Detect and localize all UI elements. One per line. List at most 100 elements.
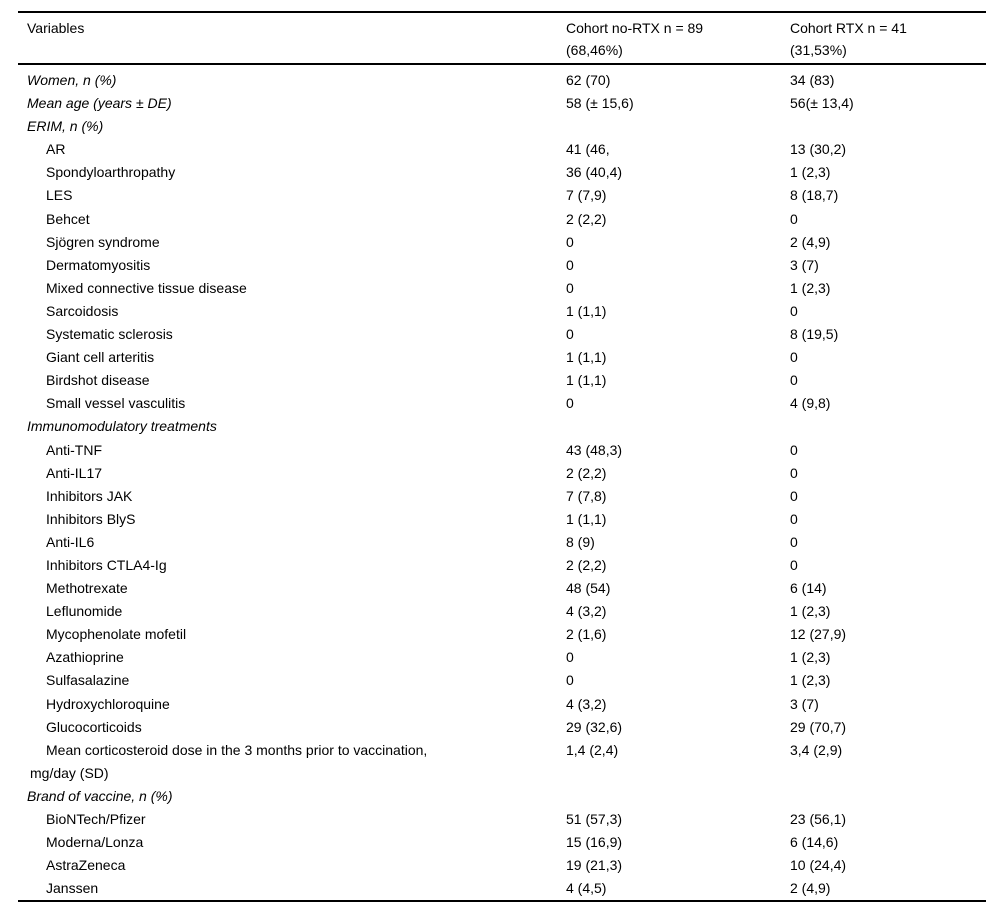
row-value-cohort-rtx: 34 (83) [790,72,835,88]
row-value-cohort-rtx: 1 (2,3) [790,164,831,181]
row-value-cohort-rtx: 3,4 (2,9) [790,741,843,758]
table-row: Giant cell arteritis 1 (1,1) 0 [18,346,986,369]
table-row: LES 7 (7,9) 8 (18,7) [18,184,986,207]
row-label: Mean age (years ± DE) [27,95,172,112]
table-row: Methotrexate 48 (54) 6 (14) [18,577,986,600]
row-value-cohort-no-rtx: 1,4 (2,4) [566,741,619,758]
row-label: LES [46,187,73,204]
table-row: Moderna/Lonza 15 (16,9) 6 (14,6) [18,831,986,854]
table-row: Anti-IL17 2 (2,2) 0 [18,462,986,485]
table-row: Spondyloarthropathy 36 (40,4) 1 (2,3) [18,161,986,184]
table-row: Glucocorticoids 29 (32,6) 29 (70,7) [18,716,986,739]
row-value-cohort-no-rtx: 58 (± 15,6) [566,95,634,112]
row-value-cohort-no-rtx: 2 (2,2) [566,210,607,227]
row-label: Mean corticosteroid dose in the 3 months… [18,739,566,785]
table-body: Women, n (%) 62 (70) 34 (83) Mean age (year… [18,65,986,903]
table-row: Leflunomide 4 (3,2) 1 (2,3) [18,600,986,623]
row-value-cohort-no-rtx: 2 (2,2) [566,464,607,481]
row-label: ERIM, n (%) [27,118,104,135]
row-value-cohort-rtx: 0 [790,210,798,227]
row-label: Anti-IL17 [46,464,103,481]
row-value-cohort-no-rtx: 0 [566,326,574,343]
row-value-cohort-no-rtx: 43 (48,3) [566,441,623,458]
row-label: Systematic sclerosis [46,326,173,343]
table-row: Janssen 4 (4,5) 2 (4,9) [18,877,986,900]
row-label: Inhibitors BlyS [46,510,136,527]
row-label: Inhibitors CTLA4-Ig [46,556,167,573]
header-cohort-no-rtx-line1: Cohort no-RTX n = 89 [566,20,704,36]
table-row: Mean age (years ± DE) 58 (± 15,6) 56(± 13,… [18,92,986,115]
row-value-cohort-rtx: 0 [790,302,798,319]
row-value-cohort-rtx: 2 (4,9) [790,233,831,250]
table-row: Behcet 2 (2,2) 0 [18,208,986,231]
row-value-cohort-no-rtx: 0 [566,256,574,273]
row-value-cohort-rtx: 0 [790,464,798,481]
row-value-cohort-no-rtx: 2 (2,2) [566,556,607,573]
cohort-characteristics-table: Variables Cohort no-RTX n = 89 (68,46%) … [18,11,986,903]
row-label-line1: Mean corticosteroid dose in the 3 months… [46,741,428,758]
table-row: Hydroxychloroquine 4 (3,2) 3 (7) [18,693,986,716]
row-value-cohort-rtx: 13 (30,2) [790,141,847,158]
table-row: Sjögren syndrome 0 2 (4,9) [18,231,986,254]
table-row: Immunomodulatory treatments [18,415,986,438]
row-label: Brand of vaccine, n (%) [27,787,173,804]
row-value-cohort-no-rtx: 8 (9) [566,533,595,550]
row-label: Dermatomyositis [46,256,151,273]
row-label: AstraZeneca [46,857,126,874]
row-label: Immunomodulatory treatments [27,418,217,435]
row-value-cohort-no-rtx: 41 (46, [566,141,610,158]
row-value-cohort-no-rtx: 1 (1,1) [566,302,607,319]
row-value-cohort-rtx: 0 [790,487,798,504]
table-row: Mean corticosteroid dose in the 3 months… [18,739,986,785]
row-label: Mixed connective tissue disease [46,279,247,296]
table-row: Women, n (%) 62 (70) 34 (83) [18,69,986,92]
row-value-cohort-no-rtx: 0 [566,672,574,689]
table-row: Small vessel vasculitis 0 4 (9,8) [18,392,986,415]
row-label: Spondyloarthropathy [46,164,176,181]
row-value-cohort-no-rtx: 1 (1,1) [566,510,607,527]
row-label: Women, n (%) [27,72,117,88]
row-value-cohort-rtx: 1 (2,3) [790,603,831,620]
table-row: Birdshot disease 1 (1,1) 0 [18,369,986,392]
row-value-cohort-no-rtx [566,115,790,138]
row-value-cohort-no-rtx: 48 (54) [566,580,611,597]
row-label: Methotrexate [46,580,128,597]
row-value-cohort-no-rtx: 36 (40,4) [566,164,623,181]
table-row: BioNTech/Pfizer 51 (57,3) 23 (56,1) [18,808,986,831]
row-label: Azathioprine [46,649,124,666]
table-row: Sarcoidosis 1 (1,1) 0 [18,300,986,323]
row-value-cohort-rtx: 56(± 13,4) [790,95,854,112]
row-label-line2: mg/day (SD) [30,764,109,781]
row-value-cohort-no-rtx: 2 (1,6) [566,626,607,643]
row-value-cohort-rtx: 3 (7) [790,256,819,273]
table-row: Brand of vaccine, n (%) [18,785,986,808]
row-label: Birdshot disease [46,372,150,389]
row-label: Janssen [46,880,99,897]
row-value-cohort-rtx: 6 (14,6) [790,834,839,851]
row-value-cohort-no-rtx: 19 (21,3) [566,857,623,874]
table-row: AstraZeneca 19 (21,3) 10 (24,4) [18,854,986,877]
row-label: Hydroxychloroquine [46,695,170,712]
row-label: Sjögren syndrome [46,233,160,250]
table-row: Azathioprine 0 1 (2,3) [18,646,986,669]
table-row: Inhibitors BlyS 1 (1,1) 0 [18,508,986,531]
row-value-cohort-no-rtx [566,415,790,438]
table-row: Mixed connective tissue disease 0 1 (2,3) [18,277,986,300]
table-row: Sulfasalazine 0 1 (2,3) [18,669,986,692]
row-value-cohort-rtx: 6 (14) [790,580,827,597]
row-value-cohort-no-rtx: 1 (1,1) [566,349,607,366]
row-value-cohort-no-rtx: 4 (3,2) [566,695,607,712]
row-value-cohort-rtx: 8 (19,5) [790,326,839,343]
table-row: Anti-TNF 43 (48,3) 0 [18,439,986,462]
header-cohort-no-rtx-line2: (68,46%) [566,41,623,58]
table-row: Dermatomyositis 0 3 (7) [18,254,986,277]
row-label: Mycophenolate mofetil [46,626,187,643]
row-label: Sarcoidosis [46,302,119,319]
table-row: Inhibitors JAK 7 (7,8) 0 [18,485,986,508]
row-label: Anti-IL6 [46,533,95,550]
row-value-cohort-no-rtx: 4 (4,5) [566,880,607,897]
row-value-cohort-no-rtx: 1 (1,1) [566,372,607,389]
row-value-cohort-no-rtx: 51 (57,3) [566,811,623,827]
table-row: AR 41 (46, 13 (30,2) [18,138,986,161]
row-label: Behcet [46,210,90,227]
